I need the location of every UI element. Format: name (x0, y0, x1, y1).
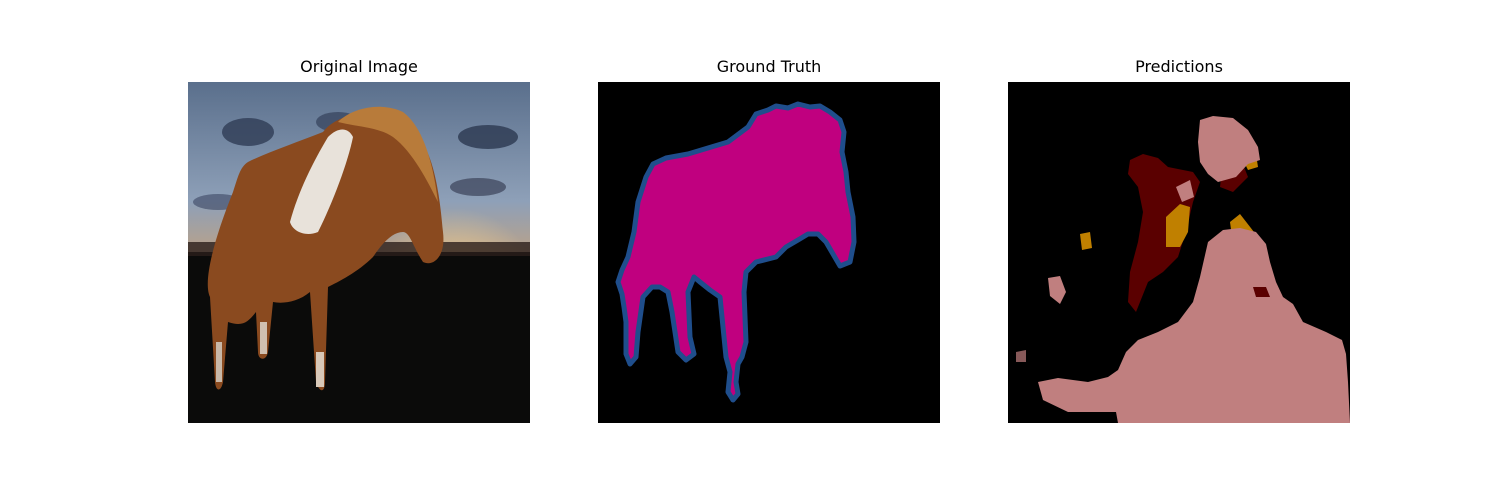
predictions-title: Predictions (1135, 57, 1223, 76)
ground-truth-panel (598, 82, 940, 423)
prediction-region-a (1198, 116, 1260, 182)
original-image-title: Original Image (300, 57, 418, 76)
predictions-panel (1008, 82, 1350, 423)
prediction-region-c (1166, 204, 1190, 247)
ground-truth-horse-region (615, 101, 857, 403)
ground-truth-title: Ground Truth (716, 57, 822, 76)
predictions-mask (1008, 82, 1350, 423)
original-image (188, 82, 530, 423)
original-image-panel (188, 82, 530, 423)
ground-truth-mask (598, 82, 940, 423)
